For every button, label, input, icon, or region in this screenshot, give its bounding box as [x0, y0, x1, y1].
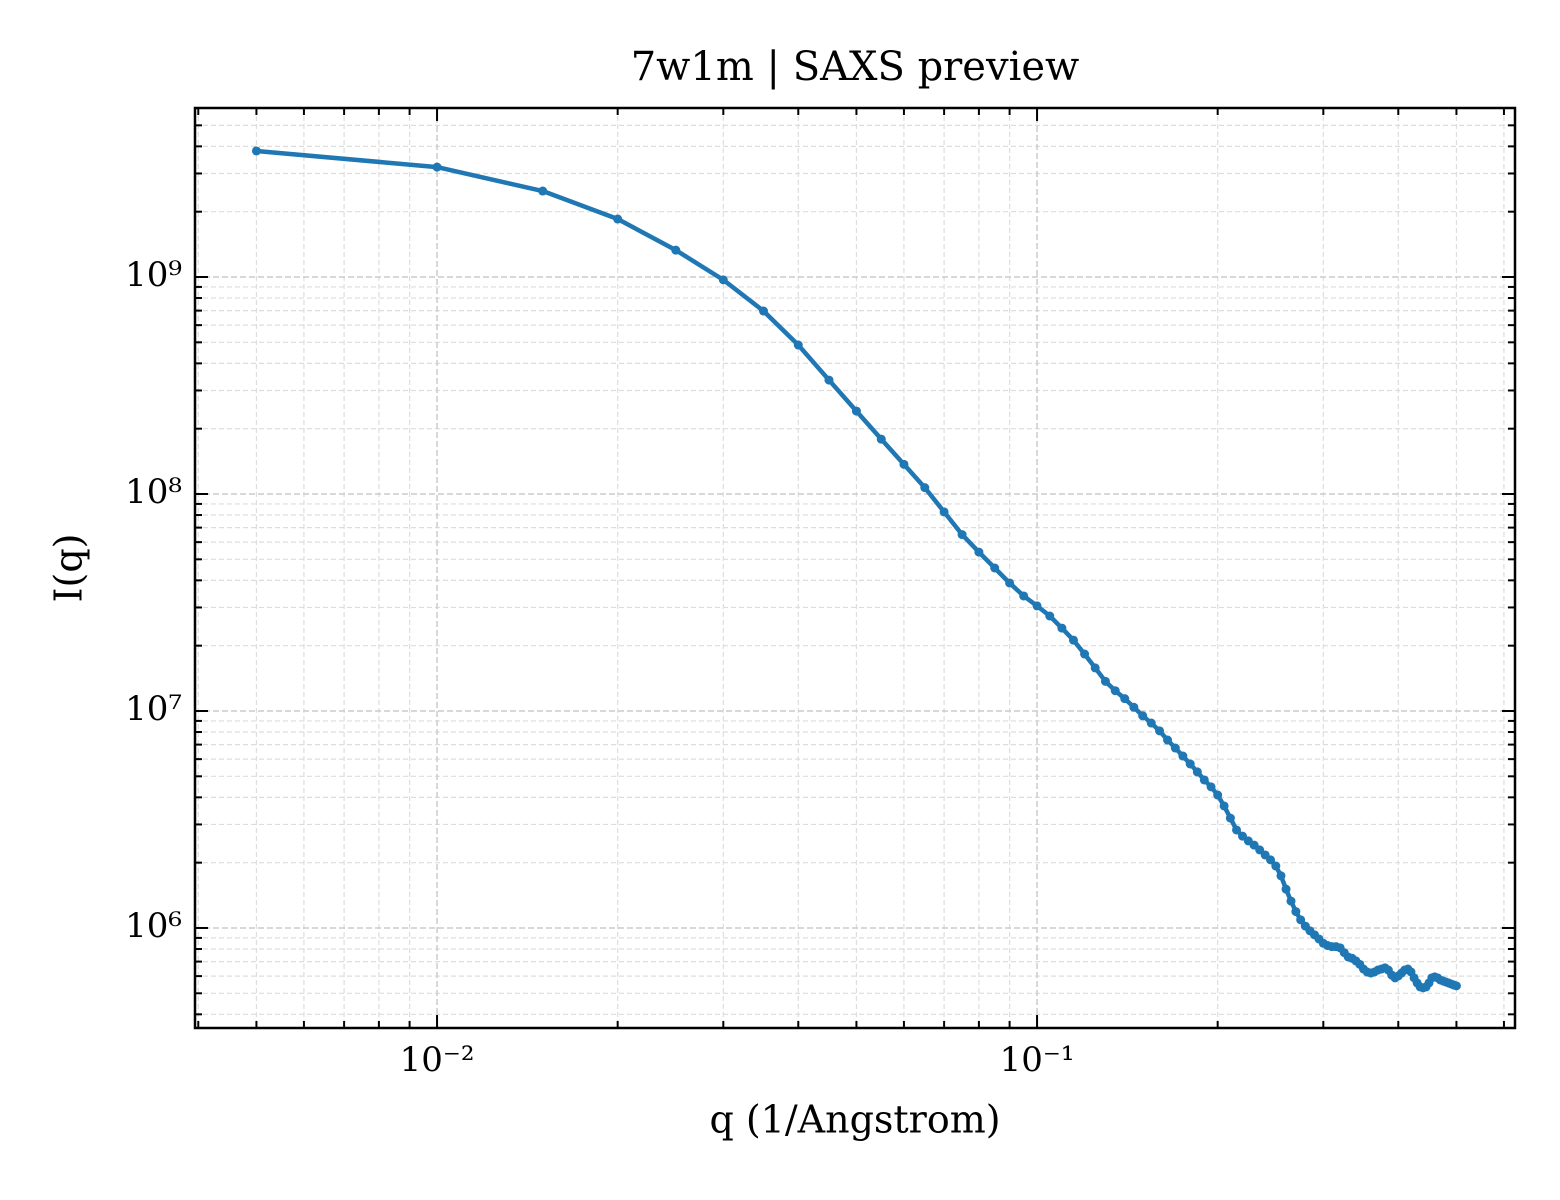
data-point	[824, 375, 834, 385]
data-point	[1080, 649, 1090, 659]
data-point	[1068, 635, 1078, 645]
x-axis-label: q (1/Angstrom)	[709, 1098, 1000, 1142]
data-point	[718, 275, 728, 285]
data-point	[538, 186, 548, 196]
data-point	[1219, 801, 1229, 811]
data-point	[1286, 896, 1296, 906]
x-tick-label: 10⁻²	[400, 1040, 475, 1080]
data-point	[1291, 907, 1301, 917]
data-point	[1005, 578, 1015, 588]
data-point	[1129, 702, 1139, 712]
data-point	[1057, 623, 1067, 633]
data-point	[899, 459, 909, 469]
plot-frame	[193, 106, 1517, 1030]
data-point	[974, 547, 984, 557]
data-point	[1146, 718, 1156, 728]
y-tick-label: 10⁸	[125, 472, 182, 512]
data-point	[1213, 790, 1223, 800]
data-point	[1296, 915, 1306, 925]
data-point	[920, 483, 930, 493]
y-axis-label: I(q)	[47, 534, 91, 603]
data-point	[939, 507, 949, 517]
data-point	[1178, 751, 1188, 761]
data-point	[1232, 825, 1242, 835]
data-point	[1163, 735, 1173, 745]
data-point	[1192, 767, 1202, 777]
data-point	[671, 245, 681, 255]
data-point	[793, 340, 803, 350]
data-point	[1281, 884, 1291, 894]
data-point	[1045, 611, 1055, 621]
data-point	[990, 563, 1000, 573]
data-point	[1225, 813, 1235, 823]
data-point	[1120, 694, 1130, 704]
y-tick-label: 10⁷	[125, 689, 182, 729]
x-tick-label: 10⁻¹	[1000, 1040, 1075, 1080]
data-point	[432, 162, 442, 172]
data-point	[1138, 711, 1148, 721]
y-tick-label: 10⁹	[125, 255, 182, 295]
chart-title: 7w1m | SAXS preview	[631, 44, 1080, 90]
data-point	[1170, 743, 1180, 753]
data-point	[1155, 726, 1165, 736]
data-point	[251, 146, 261, 156]
data-point	[957, 530, 967, 540]
data-point	[1032, 601, 1042, 611]
data-point	[1451, 981, 1461, 991]
y-tick-label: 10⁶	[125, 906, 182, 946]
data-point	[876, 434, 886, 444]
data-point	[851, 406, 861, 416]
data-point	[1206, 782, 1216, 792]
data-point	[1199, 775, 1209, 785]
data-point	[1271, 861, 1281, 871]
data-point	[613, 214, 623, 224]
data-point	[1100, 676, 1110, 686]
data-point	[1090, 663, 1100, 673]
data-point	[1019, 591, 1029, 601]
data-point	[1185, 759, 1195, 769]
data-point	[1110, 686, 1120, 696]
data-point	[758, 306, 768, 316]
data-point	[1266, 855, 1276, 865]
data-point	[1276, 871, 1286, 881]
